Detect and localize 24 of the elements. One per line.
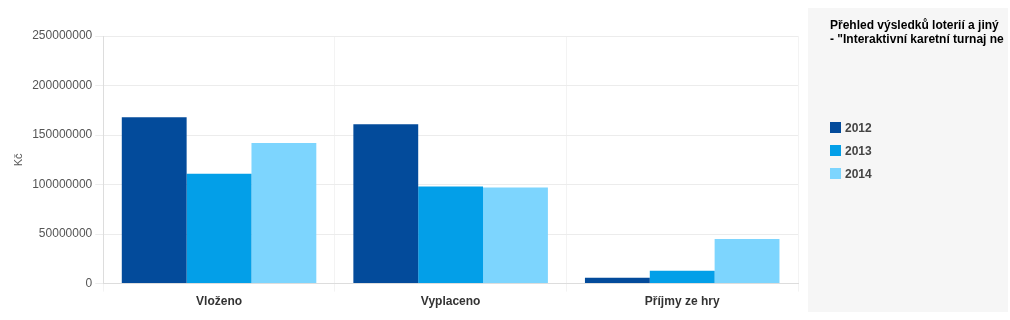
y-tick-label: 100000000	[32, 176, 93, 191]
bar	[714, 239, 780, 284]
bar	[186, 173, 252, 284]
bar	[353, 124, 419, 284]
bar	[418, 186, 484, 284]
bar	[649, 270, 715, 284]
bar	[483, 187, 548, 284]
y-tick-label: 150000000	[32, 127, 93, 142]
legend-label: 2013	[845, 143, 872, 158]
x-tick-label: Vloženo	[196, 294, 243, 309]
y-tick-label: 0	[85, 275, 93, 290]
y-tick-label: 50000000	[38, 226, 93, 241]
y-axis-title: Kč	[11, 152, 24, 167]
y-tick-label: 200000000	[32, 77, 93, 92]
text: - "Interaktivní karetní turnaj ne	[830, 32, 1005, 46]
x-tick-label: Příjmy ze hry	[644, 294, 720, 309]
legend-label: 2014	[845, 166, 872, 181]
legend-label: 2012	[845, 120, 872, 135]
text: Přehled výsledků loterií a jiný	[830, 18, 1000, 32]
y-tick-label: 250000000	[32, 28, 93, 43]
x-tick-label: Vyplaceno	[420, 294, 481, 309]
bar	[251, 142, 317, 284]
bar	[584, 277, 650, 284]
bar	[121, 117, 187, 284]
